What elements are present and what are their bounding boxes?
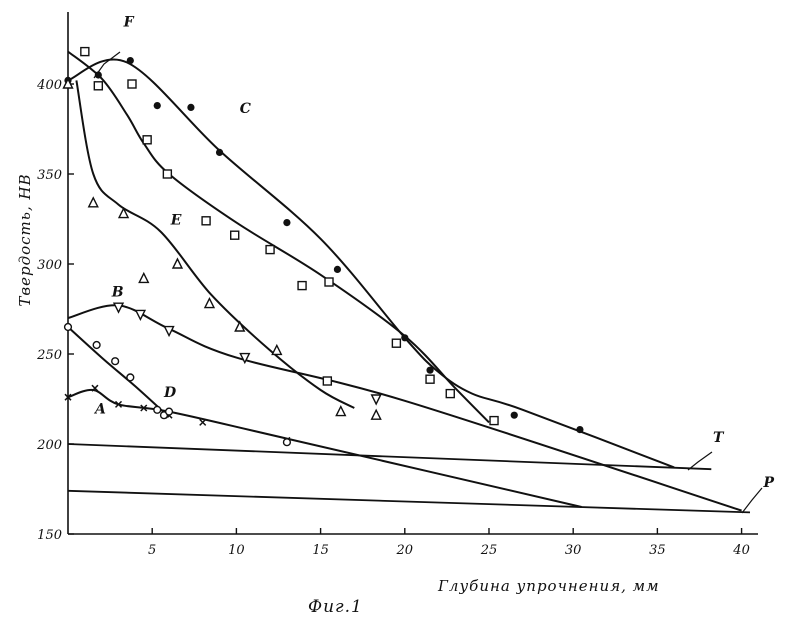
marker-c bbox=[511, 412, 518, 419]
axes bbox=[68, 12, 758, 534]
marker-d bbox=[112, 358, 119, 365]
marker-c bbox=[334, 266, 341, 273]
curve-label-c: C bbox=[240, 101, 251, 117]
marker-c bbox=[426, 367, 433, 374]
marker-d bbox=[284, 439, 291, 446]
curve-t bbox=[68, 444, 711, 469]
axis-ticks: 5 10 15 20 25 30 35 40 150 200 250 300 350 400 bbox=[36, 78, 750, 558]
y-tick-label: 350 bbox=[37, 168, 62, 183]
x-tick-label: 15 bbox=[312, 543, 329, 558]
x-tick-label: 20 bbox=[396, 543, 414, 558]
curve-label-d: D bbox=[163, 385, 177, 401]
y-tick-label: 200 bbox=[36, 438, 62, 453]
marker-c bbox=[187, 104, 194, 111]
leader-line-t bbox=[688, 452, 712, 470]
y-tick-label: 150 bbox=[37, 528, 62, 543]
marker-f bbox=[128, 80, 136, 88]
marker-f bbox=[163, 170, 171, 178]
marker-c bbox=[401, 334, 408, 341]
x-tick-label: 40 bbox=[732, 543, 750, 558]
x-axis-label: Глубина упрочнения, мм bbox=[437, 577, 660, 595]
marker-f bbox=[323, 377, 331, 385]
x-tick-label: 35 bbox=[649, 543, 666, 558]
marker-e bbox=[336, 407, 345, 416]
marker-f bbox=[298, 282, 306, 290]
marker-f bbox=[81, 48, 89, 56]
data-markers bbox=[64, 48, 584, 446]
marker-f bbox=[490, 417, 498, 425]
marker-f bbox=[94, 82, 102, 90]
marker-d bbox=[93, 342, 100, 349]
marker-c bbox=[283, 219, 290, 226]
curve-f bbox=[68, 52, 489, 423]
curve-label-e: E bbox=[170, 212, 182, 228]
curve-label-a: A bbox=[93, 401, 106, 417]
marker-d bbox=[154, 406, 161, 413]
leader-line-p bbox=[742, 488, 762, 513]
y-tick-label: 300 bbox=[37, 258, 62, 273]
marker-d bbox=[65, 324, 72, 331]
marker-f bbox=[392, 339, 400, 347]
marker-b bbox=[114, 303, 123, 312]
marker-e bbox=[139, 273, 148, 282]
marker-c bbox=[154, 102, 161, 109]
y-axis-label: Твердость, HB bbox=[16, 173, 34, 306]
curve-label-f: F bbox=[123, 14, 135, 30]
marker-e bbox=[89, 198, 98, 207]
marker-c bbox=[576, 426, 583, 433]
x-tick-label: 10 bbox=[228, 543, 245, 558]
marker-c bbox=[216, 149, 223, 156]
marker-f bbox=[143, 136, 151, 144]
y-tick-label: 400 bbox=[36, 78, 62, 93]
curves bbox=[68, 52, 750, 513]
marker-f bbox=[202, 217, 210, 225]
marker-e bbox=[372, 410, 381, 419]
marker-e bbox=[173, 259, 182, 268]
x-tick-label: 30 bbox=[565, 543, 582, 558]
marker-f bbox=[446, 390, 454, 398]
figure-caption: Фиг.1 bbox=[308, 597, 363, 617]
marker-d bbox=[127, 374, 134, 381]
x-tick-label: 5 bbox=[148, 543, 156, 558]
marker-e bbox=[205, 299, 214, 308]
curve-label-b: B bbox=[111, 284, 124, 300]
curve-label-p: P bbox=[762, 475, 774, 491]
marker-f bbox=[231, 231, 239, 239]
marker-f bbox=[426, 375, 434, 383]
marker-a bbox=[200, 419, 206, 425]
y-tick-label: 250 bbox=[36, 348, 62, 363]
curve-labels: A B C D E F T P bbox=[93, 14, 775, 513]
marker-d bbox=[166, 408, 173, 415]
x-tick-label: 25 bbox=[480, 543, 498, 558]
marker-c bbox=[127, 57, 134, 64]
marker-b bbox=[372, 395, 381, 404]
marker-f bbox=[266, 246, 274, 254]
marker-e bbox=[272, 345, 281, 354]
curve-p bbox=[68, 491, 750, 513]
curve-label-t: T bbox=[713, 430, 725, 446]
marker-f bbox=[325, 278, 333, 286]
